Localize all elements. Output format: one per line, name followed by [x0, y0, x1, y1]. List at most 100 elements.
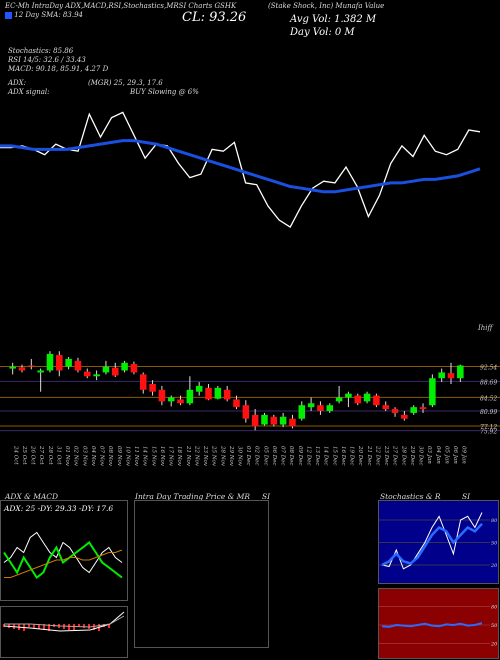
date-tick-label: 21 Nov [185, 445, 191, 467]
date-tick-label: 08 Dec [288, 446, 294, 466]
candle-body [37, 370, 44, 373]
candle-body [373, 395, 380, 406]
candle-body [261, 414, 268, 425]
date-tick-label: 22 Dec [374, 445, 380, 466]
candle-body [242, 405, 250, 419]
mrsi-line [381, 622, 483, 628]
intraday-title: Intra Day Trading Price & MR [135, 492, 251, 501]
candle-body [419, 407, 427, 410]
sma-legend: 12 Day SMA: 83.94 [5, 11, 83, 19]
date-tick-label: 17 Nov [168, 446, 174, 467]
macd-value: MACD: 90.18, 85.91, 4.27 D [8, 65, 109, 73]
candle-body [186, 389, 194, 404]
candle-body [158, 389, 166, 402]
candle-body [9, 366, 16, 369]
date-tick-label: 30 Dec [418, 446, 424, 466]
candle-body [298, 405, 306, 419]
candle-body [214, 387, 222, 399]
rsi-value: RSI 14/5: 32.6 / 33.43 [8, 56, 86, 64]
date-tick-label: 01 Dec [245, 446, 251, 466]
stoch-rsi-title: Stochastics & R [380, 492, 441, 501]
candle-body [130, 363, 138, 373]
candle-body [28, 365, 35, 367]
adx-line [3, 531, 123, 574]
candle-body [195, 385, 203, 392]
intraday-frame [134, 500, 269, 648]
date-tick-label: 14 Nov [142, 446, 148, 467]
date-tick-label: 28 Oct [47, 445, 53, 465]
date-tick-label: 22 Nov [193, 445, 199, 467]
candle-body [111, 367, 119, 376]
candle-body [447, 373, 455, 379]
date-tick-label: 29 Nov [228, 445, 234, 467]
date-tick-label: 27 Oct [38, 445, 44, 465]
candle-body [401, 414, 408, 419]
adx-signal-value: BUY Slowing @ 6% [130, 88, 199, 96]
date-tick-label: 04 Nov [90, 446, 96, 467]
date-tick-label: 03 Jan [426, 446, 432, 464]
macd-line [3, 611, 125, 632]
stoch-tick-label: 50 [491, 541, 498, 547]
candle-body [270, 416, 278, 425]
date-tick-label: 19 Dec [349, 446, 355, 466]
candle-body [74, 360, 82, 371]
macd-signal-line [4, 615, 125, 628]
candle-body [56, 355, 63, 371]
candle-body [251, 414, 259, 427]
macd-panel-frame [0, 606, 128, 658]
candle-body [317, 405, 324, 411]
date-tick-label: 06 Dec [271, 446, 277, 466]
candle-body [139, 374, 147, 390]
avg-volume: Avg Vol: 1.382 M [290, 14, 377, 25]
candle-body [279, 416, 287, 425]
date-tick-label: 12 Dec [305, 446, 311, 466]
date-tick-label: 26 Oct [30, 445, 36, 465]
date-tick-label: 18 Nov [176, 446, 182, 467]
mrsi-tick-label: 50 [491, 623, 498, 629]
close-price: CL: 93.26 [182, 10, 247, 25]
stoch-tick-label: 20 [490, 563, 498, 569]
date-tick-label: 24 Oct [12, 445, 18, 465]
candle-body [177, 399, 184, 404]
date-tick-label: 11 Nov [133, 446, 139, 467]
price-tick-label: 77.12 [480, 424, 497, 431]
date-tick-label: 28 Nov [219, 445, 225, 467]
adx-signal-label: ADX signal: [8, 88, 50, 96]
candle-body [149, 384, 156, 392]
stoch-tick-label: 80 [491, 518, 498, 524]
date-tick-label: 02 Nov [73, 446, 79, 467]
adx-panel-label: ADX: 25 -DY: 29.33 -DY: 17.6 [3, 504, 113, 513]
adx-macd-title: ADX & MACD [5, 492, 59, 501]
stoch-d-line [381, 522, 483, 567]
date-tick-label: 25 Oct [21, 445, 27, 465]
sma-legend-label: 12 Day SMA: 83.94 [14, 11, 83, 19]
price-tick-label: 92.54 [480, 364, 497, 371]
date-tick-label: 21 Dec [366, 445, 372, 466]
candle-body [438, 372, 445, 379]
candle-body [65, 358, 72, 367]
candle-body [307, 403, 315, 408]
price-tick-label: 80.99 [480, 409, 497, 416]
date-tick-label: 16 Dec [340, 446, 346, 466]
mrsi-tick-label: 20 [490, 642, 498, 648]
stochastics-value: Stochastics: 85.86 [8, 47, 74, 55]
date-tick-label: 08 Nov [107, 446, 113, 467]
price-tick-label: 75.92 [480, 429, 497, 436]
date-tick-label: 10 Nov [124, 446, 130, 467]
date-tick-label: 06 Jan [452, 446, 458, 464]
date-tick-label: 23 Dec [383, 445, 389, 466]
date-tick-label: 20 Dec [357, 445, 363, 466]
candle-body [457, 365, 464, 379]
date-tick-label: 31 Oct [55, 446, 61, 465]
date-tick-label: 16 Nov [159, 446, 165, 467]
candle-body [223, 389, 231, 400]
candle-body [205, 387, 212, 400]
candle-body [233, 399, 240, 408]
candle-body [410, 407, 417, 413]
date-tick-label: 07 Dec [280, 446, 286, 466]
date-tick-label: 05 Jan [443, 446, 449, 464]
sma-legend-swatch [5, 11, 12, 19]
candle-body [46, 353, 54, 371]
stoch-panel-frame [378, 500, 499, 584]
